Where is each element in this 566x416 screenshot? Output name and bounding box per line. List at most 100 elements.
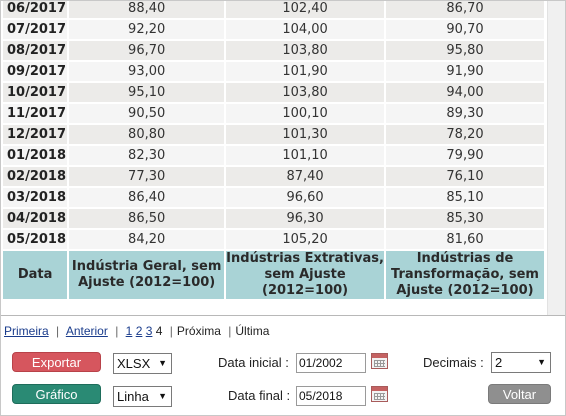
end-date-label: Data final :	[228, 388, 291, 403]
pagination-separator: |	[169, 324, 173, 338]
table-row: 04/2018 86,50 96,30 85,30	[3, 209, 544, 228]
cell-transformacao: 90,70	[386, 20, 544, 39]
page-link-2[interactable]: 2	[135, 324, 143, 338]
decimals-select[interactable]: 2 ▼	[491, 352, 551, 373]
calendar-icon[interactable]	[371, 386, 388, 402]
previous-page-link[interactable]: Anterior	[65, 324, 108, 338]
cell-transformacao: 76,10	[386, 167, 544, 186]
cell-geral: 92,20	[69, 20, 225, 39]
cell-transformacao: 85,10	[386, 188, 544, 207]
table-row: 03/2018 86,40 96,60 85,10	[3, 188, 544, 207]
cell-geral: 96,70	[69, 41, 225, 60]
page-link-1[interactable]: 1	[125, 324, 133, 338]
header-geral[interactable]: Indústria Geral, sem Ajuste (2012=100)	[69, 251, 225, 299]
vertical-scrollbar[interactable]	[547, 1, 565, 315]
cell-geral: 77,30	[69, 167, 225, 186]
cell-geral: 86,50	[69, 209, 225, 228]
cell-transformacao: 81,60	[386, 230, 544, 249]
header-data[interactable]: Data	[3, 251, 68, 299]
results-table: 06/2017 88,40 102,40 86,70 07/2017 92,20…	[1, 1, 546, 301]
cell-transformacao: 91,90	[386, 62, 544, 81]
table-header-row: Data Indústria Geral, sem Ajuste (2012=1…	[3, 251, 544, 299]
start-date-label: Data inicial :	[218, 355, 289, 370]
decimals-label: Decimais :	[423, 355, 484, 370]
cell-geral: 84,20	[69, 230, 225, 249]
cell-period: 11/2017	[3, 104, 68, 123]
cell-period: 10/2017	[3, 83, 68, 102]
cell-extrativas: 102,40	[226, 1, 385, 18]
cell-transformacao: 94,00	[386, 83, 544, 102]
start-date-input[interactable]: 01/2002	[296, 353, 366, 373]
cell-extrativas: 87,40	[226, 167, 385, 186]
table-row: 09/2017 93,00 101,90 91,90	[3, 62, 544, 81]
decimals-value: 2	[495, 355, 503, 370]
header-transformacao[interactable]: Indústrias de Transformação, sem Ajuste …	[386, 251, 544, 299]
table-row: 01/2018 82,30 101,10 79,90	[3, 146, 544, 165]
table-row: 05/2018 84,20 105,20 81,60	[3, 230, 544, 249]
table-row: 07/2017 92,20 104,00 90,70	[3, 20, 544, 39]
cell-extrativas: 103,80	[226, 83, 385, 102]
chart-type-select[interactable]: Linha ▼	[113, 386, 172, 407]
cell-extrativas: 96,30	[226, 209, 385, 228]
chart-type-value: Linha	[117, 389, 149, 404]
cell-geral: 93,00	[69, 62, 225, 81]
cell-extrativas: 104,00	[226, 20, 385, 39]
chart-button[interactable]: Gráfico	[12, 384, 101, 404]
cell-extrativas: 101,10	[226, 146, 385, 165]
table-row: 11/2017 90,50 100,10 89,30	[3, 104, 544, 123]
cell-transformacao: 89,30	[386, 104, 544, 123]
last-page-label: Última	[235, 324, 270, 338]
end-date-input[interactable]: 05/2018	[296, 386, 366, 406]
back-button[interactable]: Voltar	[488, 384, 551, 404]
cell-extrativas: 96,60	[226, 188, 385, 207]
cell-transformacao: 95,80	[386, 41, 544, 60]
cell-geral: 88,40	[69, 1, 225, 18]
section-divider	[1, 315, 565, 316]
cell-period: 12/2017	[3, 125, 68, 144]
current-page: 4	[155, 324, 163, 338]
table-row: 08/2017 96,70 103,80 95,80	[3, 41, 544, 60]
cell-extrativas: 101,30	[226, 125, 385, 144]
cell-period: 07/2017	[3, 20, 68, 39]
cell-geral: 90,50	[69, 104, 225, 123]
cell-period: 06/2017	[3, 1, 68, 18]
cell-period: 03/2018	[3, 188, 68, 207]
cell-geral: 80,80	[69, 125, 225, 144]
cell-transformacao: 85,30	[386, 209, 544, 228]
export-format-value: XLSX	[117, 356, 151, 371]
pagination-separator: |	[228, 324, 232, 338]
export-format-select[interactable]: XLSX ▼	[113, 353, 172, 374]
cell-extrativas: 105,20	[226, 230, 385, 249]
cell-period: 08/2017	[3, 41, 68, 60]
table-row: 10/2017 95,10 103,80 94,00	[3, 83, 544, 102]
cell-geral: 82,30	[69, 146, 225, 165]
chevron-down-icon: ▼	[537, 357, 546, 367]
cell-geral: 86,40	[69, 188, 225, 207]
cell-transformacao: 78,20	[386, 125, 544, 144]
table-row: 06/2017 88,40 102,40 86,70	[3, 1, 544, 18]
cell-period: 09/2017	[3, 62, 68, 81]
results-table-container: 06/2017 88,40 102,40 86,70 07/2017 92,20…	[1, 1, 546, 307]
table-row: 12/2017 80,80 101,30 78,20	[3, 125, 544, 144]
chevron-down-icon: ▼	[158, 391, 167, 401]
cell-period: 02/2018	[3, 167, 68, 186]
calendar-icon[interactable]	[371, 353, 388, 369]
cell-extrativas: 103,80	[226, 41, 385, 60]
next-page-label: Próxima	[176, 324, 221, 338]
page-link-3[interactable]: 3	[145, 324, 153, 338]
cell-period: 05/2018	[3, 230, 68, 249]
cell-transformacao: 86,70	[386, 1, 544, 18]
cell-extrativas: 100,10	[226, 104, 385, 123]
header-extrativas[interactable]: Indústrias Extrativas, sem Ajuste (2012=…	[226, 251, 385, 299]
cell-geral: 95,10	[69, 83, 225, 102]
pagination: Primeira | Anterior | 1 2 3 4 | Próxima |…	[4, 324, 269, 338]
cell-extrativas: 101,90	[226, 62, 385, 81]
cell-transformacao: 79,90	[386, 146, 544, 165]
pagination-separator: |	[56, 324, 60, 338]
table-row: 02/2018 77,30 87,40 76,10	[3, 167, 544, 186]
cell-period: 01/2018	[3, 146, 68, 165]
first-page-link[interactable]: Primeira	[4, 324, 49, 338]
pagination-separator: |	[115, 324, 119, 338]
export-button[interactable]: Exportar	[12, 352, 101, 372]
